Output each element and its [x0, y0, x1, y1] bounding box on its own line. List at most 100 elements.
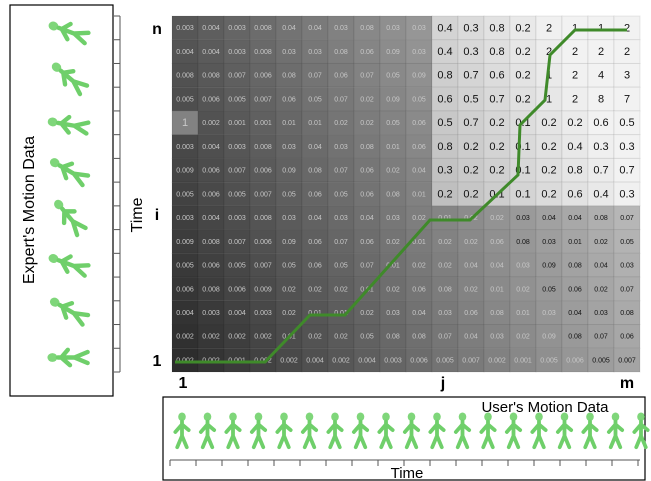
cell-value: 1 [182, 117, 188, 129]
cell-value: 0.07 [594, 334, 608, 341]
cell-value: 0.03 [438, 310, 452, 317]
cell-value: 0.004 [228, 310, 246, 317]
cell-value: 0.08 [360, 25, 374, 32]
cell-value: 0.04 [308, 144, 322, 151]
cell-value: 0.02 [490, 215, 504, 222]
cell-value: 0.7 [463, 117, 478, 129]
cell-value: 0.09 [412, 73, 426, 80]
cell-value: 0.8 [489, 46, 504, 58]
cell-value: 0.09 [282, 168, 296, 175]
cell-value: 0.03 [386, 25, 400, 32]
cell-value: 0.003 [176, 25, 194, 32]
cell-value: 0.06 [568, 286, 582, 293]
cell-value: 0.03 [542, 310, 556, 317]
cell-value: 0.008 [176, 73, 194, 80]
cell-value: 0.006 [202, 191, 220, 198]
cell-value: 1 [572, 22, 578, 34]
cell-value: 0.4 [567, 141, 582, 153]
cell-value: 0.003 [228, 25, 246, 32]
cell-value: 0.2 [541, 165, 556, 177]
cell-value: 0.05 [412, 96, 426, 103]
cell-value: 0.08 [282, 73, 296, 80]
row-label: i [155, 207, 159, 224]
cell-value: 0.04 [282, 25, 296, 32]
cell-value: 0.02 [412, 215, 426, 222]
cell-value: 0.004 [306, 357, 324, 364]
cell-value: 0.08 [412, 334, 426, 341]
cell-value: 0.002 [202, 120, 220, 127]
cell-value: 0.01 [386, 263, 400, 270]
cell-value: 0.005 [436, 357, 454, 364]
cell-value: 0.7 [489, 93, 504, 105]
cell-value: 0.006 [228, 286, 246, 293]
cell-value: 0.2 [515, 70, 530, 82]
cell-value: 0.006 [202, 263, 220, 270]
cell-value: 2 [572, 93, 578, 105]
cell-value: 0.007 [254, 191, 272, 198]
cell-value: 0.02 [308, 334, 322, 341]
cell-value: 0.02 [386, 286, 400, 293]
cell-value: 0.04 [568, 310, 582, 317]
cell-value: 0.2 [515, 46, 530, 58]
cell-value: 0.05 [334, 263, 348, 270]
cell-value: 0.06 [308, 191, 322, 198]
cell-value: 0.004 [358, 357, 376, 364]
cell-value: 0.03 [334, 25, 348, 32]
cell-value: 0.03 [620, 263, 634, 270]
cell-value: 0.2 [541, 141, 556, 153]
cell-value: 0.02 [360, 96, 374, 103]
cell-value: 0.2 [437, 188, 452, 200]
cell-value: 0.004 [202, 49, 220, 56]
cell-value: 0.003 [176, 215, 194, 222]
cell-value: 0.001 [228, 120, 246, 127]
cell-value: 2 [624, 46, 630, 58]
cell-value: 0.04 [594, 263, 608, 270]
col-label: 1 [179, 375, 188, 392]
cell-value: 0.007 [228, 73, 246, 80]
cell-value: 0.7 [619, 165, 634, 177]
cell-value: 0.2 [567, 117, 582, 129]
cell-value: 0.002 [176, 334, 194, 341]
cell-value: 0.8 [567, 165, 582, 177]
cell-value: 0.6 [593, 117, 608, 129]
cell-value: 0.003 [254, 310, 272, 317]
cell-value: 0.04 [490, 263, 504, 270]
cell-value: 0.03 [594, 310, 608, 317]
cell-value: 0.009 [176, 239, 194, 246]
cell-value: 0.7 [593, 165, 608, 177]
cell-value: 0.008 [254, 49, 272, 56]
cell-value: 0.006 [202, 96, 220, 103]
row-label: 1 [153, 353, 162, 370]
cell-value: 0.06 [360, 168, 374, 175]
cell-value: 0.02 [438, 239, 452, 246]
cell-value: 0.2 [515, 93, 530, 105]
cell-value: 0.03 [386, 215, 400, 222]
cell-value: 0.06 [282, 96, 296, 103]
cell-value: 0.01 [568, 239, 582, 246]
cell-value: 2 [546, 46, 552, 58]
cell-value: 2 [598, 46, 604, 58]
cell-value: 0.03 [516, 215, 530, 222]
cell-value: 0.2 [515, 22, 530, 34]
cell-value: 0.003 [228, 215, 246, 222]
cell-value: 0.009 [176, 168, 194, 175]
cell-value: 0.09 [386, 96, 400, 103]
cell-value: 0.2 [463, 188, 478, 200]
cell-value: 0.4 [437, 46, 452, 58]
cell-value: 0.05 [542, 286, 556, 293]
cell-value: 0.07 [360, 73, 374, 80]
cell-value: 0.02 [594, 239, 608, 246]
cell-value: 0.2 [489, 165, 504, 177]
cell-value: 0.02 [594, 286, 608, 293]
cell-value: 0.6 [489, 70, 504, 82]
cell-value: 0.06 [360, 49, 374, 56]
cell-value: 0.2 [489, 141, 504, 153]
cell-value: 3 [624, 70, 630, 82]
cell-value: 0.002 [254, 334, 272, 341]
cell-value: 0.007 [618, 357, 636, 364]
cell-value: 0.03 [334, 144, 348, 151]
cell-value: 0.09 [542, 334, 556, 341]
cell-value: 0.06 [620, 334, 634, 341]
cell-value: 0.03 [516, 263, 530, 270]
cell-value: 0.09 [386, 49, 400, 56]
